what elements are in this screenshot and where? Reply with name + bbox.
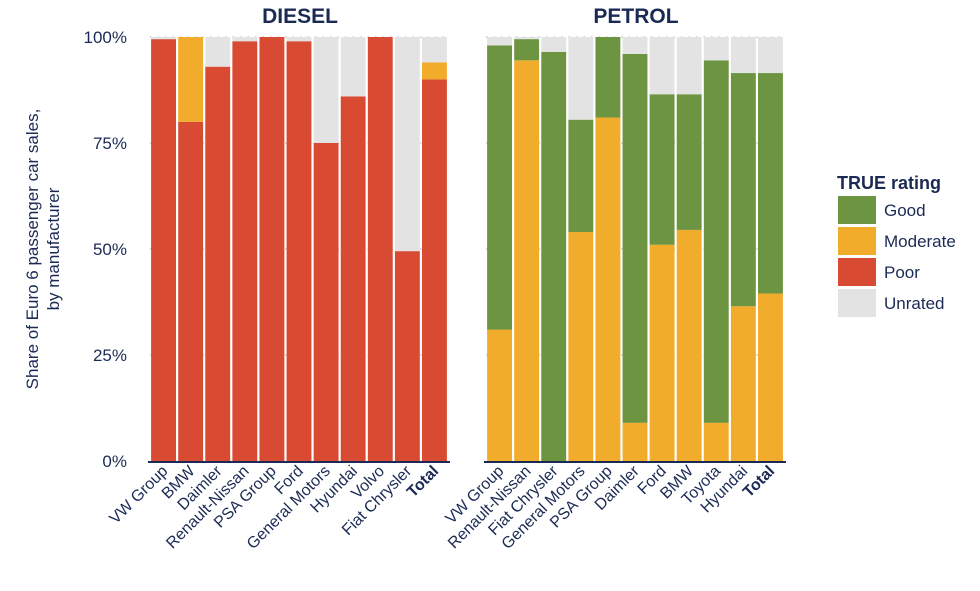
category-label: Total (740, 463, 778, 501)
y-tick-label: 0% (102, 452, 127, 471)
panel-title: PETROL (593, 5, 678, 28)
bar-segment-good (568, 119, 594, 233)
bar-segment-good (649, 94, 675, 245)
bar-segment-poor (422, 79, 447, 462)
bar-segment-good (703, 60, 729, 423)
bar-segment-unrated (151, 37, 176, 40)
bar-segment-moderate (595, 117, 621, 461)
legend-label: Unrated (884, 294, 944, 313)
legend-swatch-moderate (838, 227, 876, 255)
bar-segment-poor (151, 39, 176, 462)
bar-segment-poor (367, 37, 393, 461)
bar-segment-moderate (622, 422, 648, 461)
bar-segment-unrated (422, 37, 447, 63)
bar-segment-poor (232, 41, 258, 462)
bar-segment-moderate (676, 229, 702, 461)
bar-segment-unrated (487, 37, 512, 46)
bar-segment-poor (178, 121, 204, 462)
legend-swatch-good (838, 196, 876, 224)
bar-segment-good (595, 37, 621, 118)
legend-label: Poor (884, 263, 920, 282)
legend-swatch-unrated (838, 289, 876, 317)
category-label: VW Group (107, 463, 172, 528)
bar-segment-unrated (340, 37, 366, 97)
bar-segment-unrated (649, 37, 675, 95)
y-tick-label: 25% (93, 346, 127, 365)
bar-segment-moderate (178, 37, 204, 122)
bar-segment-poor (205, 66, 231, 462)
legend-label: Moderate (884, 232, 956, 251)
bar-segment-poor (394, 251, 420, 461)
legend-title: TRUE rating (837, 173, 941, 193)
bar-segment-good (622, 53, 648, 423)
bar-segment-poor (286, 41, 312, 462)
bar-segment-unrated (541, 37, 567, 52)
bar-segment-poor (313, 143, 339, 461)
bar-segment-unrated (286, 37, 312, 42)
bar-segment-good (487, 45, 512, 330)
category-label: Total (404, 463, 442, 501)
bar-segment-unrated (676, 37, 702, 95)
bar-segment-moderate (422, 62, 447, 80)
bar-segment-moderate (514, 60, 540, 461)
bar-segment-good (730, 73, 756, 307)
bar-segment-unrated (758, 37, 783, 74)
bar-segment-moderate (649, 244, 675, 461)
y-tick-label: 75% (93, 134, 127, 153)
bar-segment-unrated (394, 37, 420, 252)
bar-segment-unrated (205, 37, 231, 67)
legend-swatch-poor (838, 258, 876, 286)
bar-segment-good (676, 94, 702, 230)
bar-segment-moderate (703, 422, 729, 461)
y-tick-label: 50% (93, 240, 127, 259)
bar-segment-poor (340, 96, 366, 462)
y-axis-label-line: Share of Euro 6 passenger car sales, (23, 109, 42, 390)
legend-label: Good (884, 201, 926, 220)
y-tick-label: 100% (84, 28, 127, 47)
bar-segment-unrated (703, 37, 729, 61)
bar-segment-good (541, 51, 567, 462)
bar-segment-unrated (568, 37, 594, 120)
y-axis-label-line: by manufacturer (44, 187, 63, 310)
bar-segment-unrated (514, 37, 540, 40)
bar-segment-good (758, 73, 783, 294)
bar-segment-moderate (730, 306, 756, 461)
bar-segment-poor (259, 37, 285, 461)
bar-segment-good (514, 39, 540, 61)
bar-segment-moderate (758, 293, 783, 461)
bar-segment-unrated (313, 37, 339, 143)
bar-segment-unrated (730, 37, 756, 74)
bar-segment-moderate (487, 329, 512, 461)
bar-segment-moderate (568, 232, 594, 461)
bar-segment-unrated (622, 37, 648, 54)
panel-title: DIESEL (262, 5, 338, 28)
bar-segment-unrated (232, 37, 258, 42)
y-axis-label: Share of Euro 6 passenger car sales, by m… (23, 109, 63, 390)
